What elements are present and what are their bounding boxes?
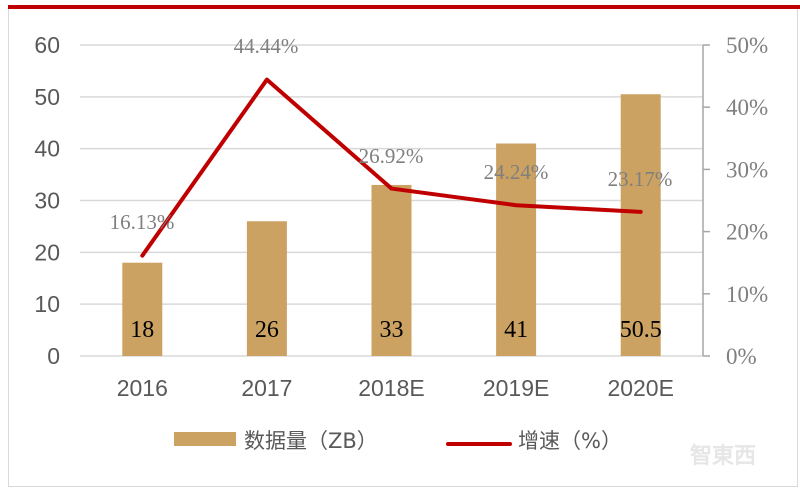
y-tick-label: 60 bbox=[34, 32, 60, 58]
left-y-axis: 0 10 20 30 40 50 60 bbox=[34, 32, 60, 369]
y2-tick-label: 40% bbox=[726, 95, 768, 120]
bar-value-label: 50.5 bbox=[620, 317, 662, 343]
y-tick-label: 30 bbox=[34, 188, 60, 214]
bar-value-label: 18 bbox=[130, 317, 154, 343]
legend-line-label: 增速（%） bbox=[518, 429, 622, 453]
bar bbox=[246, 221, 287, 356]
gridlines bbox=[80, 44, 703, 357]
y-tick-label: 40 bbox=[34, 136, 60, 162]
y2-tick-label: 0% bbox=[726, 344, 757, 369]
line-value-label: 23.17% bbox=[608, 167, 673, 191]
watermark-logo: 智東西 bbox=[690, 443, 756, 469]
x-axis: 2016 2017 2018E 2019E 2020E bbox=[117, 375, 674, 401]
bar bbox=[122, 262, 163, 356]
bar-value-label: 26 bbox=[255, 317, 279, 343]
x-tick-label: 2019E bbox=[483, 375, 550, 401]
bar bbox=[371, 184, 412, 356]
legend-bar-swatch bbox=[174, 432, 236, 446]
chart-frame bbox=[8, 9, 798, 487]
bar bbox=[620, 94, 661, 356]
x-tick-label: 2018E bbox=[358, 375, 425, 401]
line-value-label: 44.44% bbox=[234, 34, 299, 58]
line-series: 16.13% 44.44% 26.92% 24.24% 23.17% bbox=[110, 34, 673, 258]
growth-line bbox=[140, 77, 643, 258]
y2-tick-label: 20% bbox=[726, 220, 768, 245]
y2-tick-label: 10% bbox=[726, 282, 768, 307]
y-tick-label: 10 bbox=[34, 291, 60, 317]
top-accent-bar bbox=[8, 5, 800, 9]
legend: 数据量（ZB） 增速（%） bbox=[174, 429, 622, 453]
bar bbox=[496, 143, 537, 356]
right-y-axis: 0% 10% 20% 30% 40% 50% bbox=[702, 33, 768, 369]
bar-series: 18 26 33 41 50.5 bbox=[122, 94, 662, 356]
y2-tick-label: 30% bbox=[726, 157, 768, 182]
x-tick-label: 2017 bbox=[241, 375, 292, 401]
y2-tick-label: 50% bbox=[726, 33, 768, 58]
line-value-label: 16.13% bbox=[110, 210, 175, 234]
bar-value-label: 33 bbox=[380, 317, 404, 343]
line-value-label: 26.92% bbox=[359, 144, 424, 168]
line-value-label: 24.24% bbox=[484, 160, 549, 184]
bar-value-label: 41 bbox=[504, 317, 528, 343]
y-tick-label: 0 bbox=[47, 343, 60, 369]
legend-bar-label: 数据量（ZB） bbox=[244, 429, 378, 453]
x-tick-label: 2016 bbox=[117, 375, 168, 401]
y-tick-label: 50 bbox=[34, 84, 60, 110]
x-tick-label: 2020E bbox=[607, 375, 674, 401]
y-tick-label: 20 bbox=[34, 239, 60, 265]
